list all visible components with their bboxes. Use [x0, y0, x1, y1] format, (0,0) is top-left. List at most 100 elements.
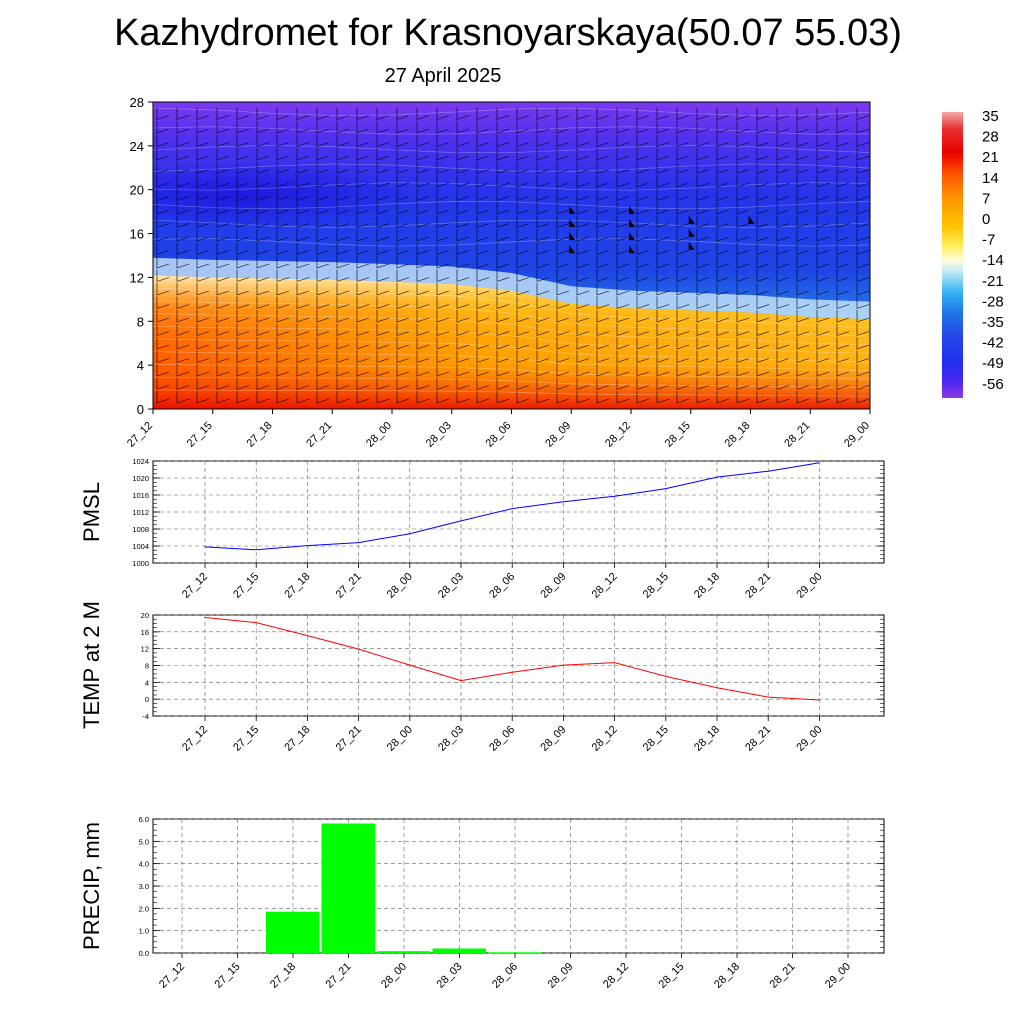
wind-barb	[516, 175, 530, 188]
wind-barb	[176, 175, 190, 188]
isotherm-contour	[153, 287, 870, 329]
wind-barb	[456, 310, 470, 323]
wind-barb	[236, 134, 250, 147]
wind-barb	[276, 269, 290, 282]
wind-barb	[736, 202, 750, 215]
wind-barb	[316, 215, 330, 228]
wind-barb	[376, 283, 390, 296]
wind-barb	[296, 148, 310, 161]
wind-barb	[176, 161, 190, 174]
wind-barb	[816, 350, 830, 363]
wind-barb	[576, 229, 590, 242]
colorbar-label: -21	[982, 273, 1004, 290]
wind-barb	[216, 188, 230, 201]
wind-barb	[456, 175, 470, 188]
wind-barb	[176, 337, 190, 350]
wind-barb	[496, 256, 510, 269]
wind-barb	[496, 283, 510, 296]
wind-barb	[756, 323, 770, 336]
wind-barb	[296, 175, 310, 188]
wind-barb	[836, 229, 850, 242]
wind-barb	[156, 134, 170, 147]
wind-barb	[376, 242, 390, 255]
wind-barb	[296, 242, 310, 255]
wind-barb	[196, 215, 210, 228]
wind-barb	[636, 242, 650, 255]
wind-barb	[456, 229, 470, 242]
y-tick-label: -4	[142, 712, 149, 721]
wind-barb	[596, 256, 610, 269]
wind-barb	[796, 283, 810, 296]
wind-barb	[816, 202, 830, 215]
x-tick-label: 28_18	[692, 571, 722, 601]
wind-barb	[296, 188, 310, 201]
colorbar-label: -35	[982, 314, 1004, 331]
x-tick-label: 27_18	[245, 420, 275, 450]
wind-barb	[616, 229, 630, 242]
wind-barb	[376, 256, 390, 269]
wind-barb	[216, 229, 230, 242]
wind-pennant	[688, 228, 695, 237]
wind-barb	[736, 242, 750, 255]
wind-barb	[436, 323, 450, 336]
wind-barb	[816, 107, 830, 120]
wind-barb	[456, 107, 470, 120]
wind-barb	[516, 107, 530, 120]
wind-barb	[436, 337, 450, 350]
wind-barb	[736, 175, 750, 188]
wind-barb	[416, 310, 430, 323]
wind-barb	[196, 242, 210, 255]
wind-barb	[816, 283, 830, 296]
wind-barb	[676, 391, 690, 404]
wind-barb	[276, 391, 290, 404]
x-tick-label: 28_03	[436, 724, 466, 754]
wind-barb	[356, 269, 370, 282]
wind-barb	[636, 121, 650, 134]
wind-barb	[816, 256, 830, 269]
wind-barb	[376, 323, 390, 336]
wind-barb	[736, 134, 750, 147]
isotherm-contour	[153, 389, 870, 397]
isotherm-contour	[153, 201, 870, 210]
colorbar-scale	[942, 112, 963, 398]
y-tick-label: 8	[145, 662, 149, 671]
wind-barb	[836, 188, 850, 201]
x-tick-label: 28_21	[782, 420, 812, 450]
wind-barb	[436, 283, 450, 296]
wind-barb	[796, 337, 810, 350]
wind-barb	[196, 175, 210, 188]
wind-barb	[236, 175, 250, 188]
wind-barb	[276, 256, 290, 269]
wind-barb	[576, 256, 590, 269]
wind-barb	[856, 175, 870, 188]
wind-barb	[816, 377, 830, 390]
wind-barb	[696, 107, 710, 120]
x-tick-label: 27_21	[334, 571, 364, 601]
wind-barb	[176, 242, 190, 255]
wind-barb	[656, 215, 670, 228]
colorbar-label: 35	[982, 108, 999, 125]
x-tick-label: 27_21	[304, 420, 334, 450]
wind-barb	[376, 269, 390, 282]
wind-barb	[436, 377, 450, 390]
wind-barb	[316, 134, 330, 147]
wind-barb	[456, 134, 470, 147]
precipitation-panel: 0.0 1.0 2.0 3.0 4.0 5.0 6.0 27_12 27_15 27_18 27_2…	[79, 815, 885, 991]
wind-barb	[456, 377, 470, 390]
wind-barb	[856, 391, 870, 404]
wind-barb	[736, 296, 750, 309]
colorbar-label: 28	[982, 129, 999, 146]
wind-barb	[636, 229, 650, 242]
wind-barb	[276, 296, 290, 309]
wind-barb	[616, 215, 630, 228]
wind-barb	[596, 107, 610, 120]
wind-barb	[156, 310, 170, 323]
x-tick-label: 28_15	[657, 961, 687, 991]
isotherm-contour	[153, 144, 870, 154]
wind-barb	[276, 121, 290, 134]
wind-barb	[696, 202, 710, 215]
wind-barb	[276, 377, 290, 390]
x-tick-label: 28_21	[768, 961, 798, 991]
wind-barb	[636, 310, 650, 323]
wind-barb	[596, 121, 610, 134]
